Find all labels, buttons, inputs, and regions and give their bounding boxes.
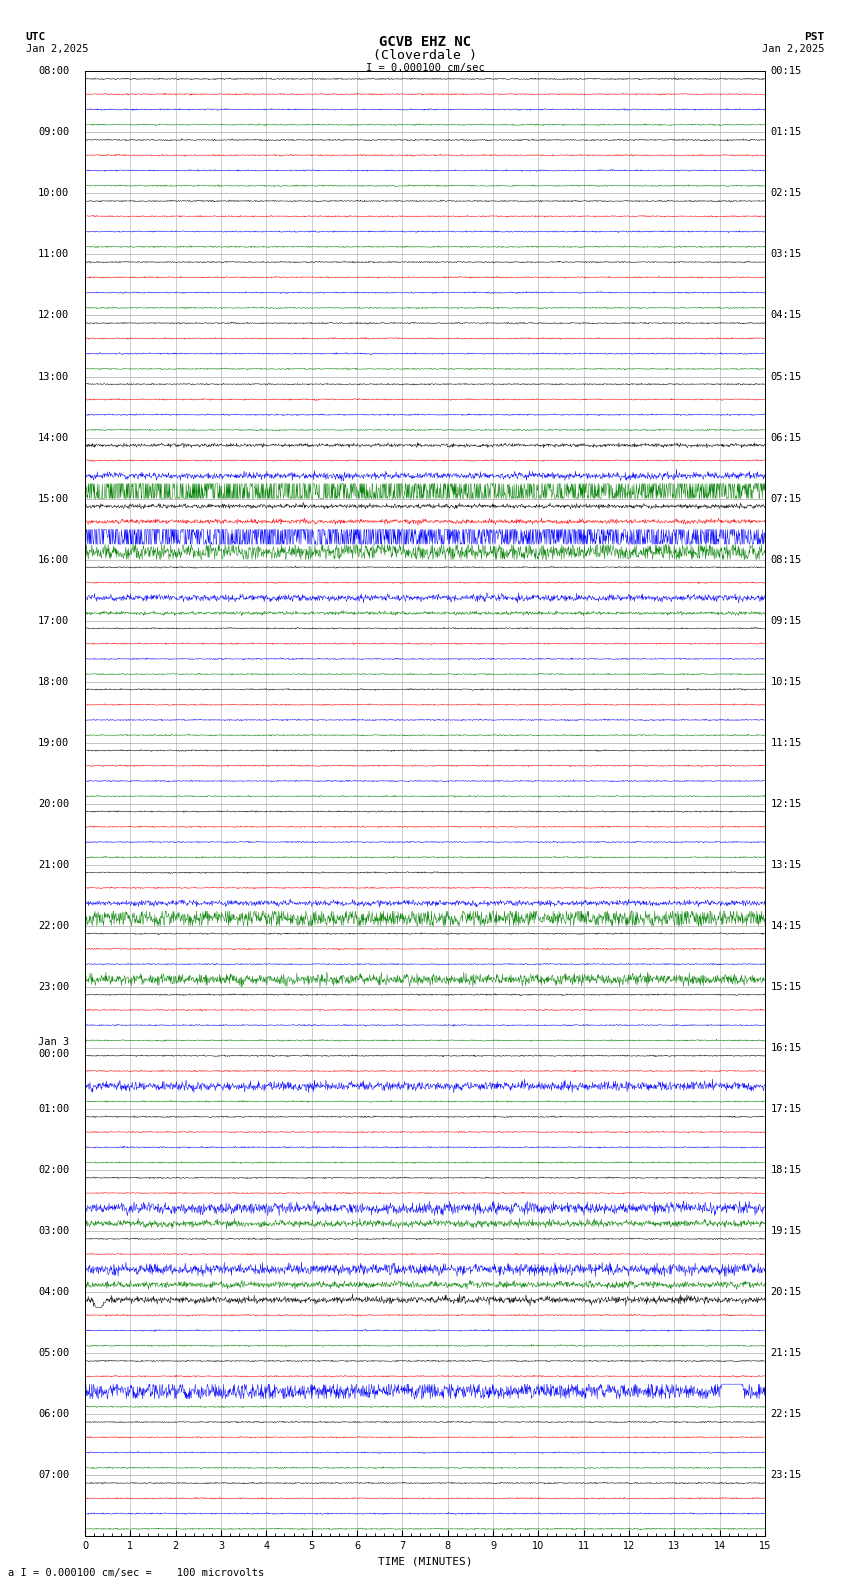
Text: 21:00: 21:00	[38, 860, 69, 870]
Text: 06:15: 06:15	[770, 432, 802, 442]
Text: 00:15: 00:15	[770, 67, 802, 76]
Text: 15:00: 15:00	[38, 494, 69, 504]
Text: 12:15: 12:15	[770, 798, 802, 809]
Text: 02:00: 02:00	[38, 1166, 69, 1175]
X-axis label: TIME (MINUTES): TIME (MINUTES)	[377, 1557, 473, 1567]
Text: Jan 2,2025: Jan 2,2025	[26, 44, 88, 54]
Text: 01:15: 01:15	[770, 127, 802, 138]
Text: 16:15: 16:15	[770, 1044, 802, 1053]
Text: 15:15: 15:15	[770, 982, 802, 992]
Text: Jan 3
00:00: Jan 3 00:00	[38, 1038, 69, 1058]
Text: 21:15: 21:15	[770, 1348, 802, 1359]
Text: 09:00: 09:00	[38, 127, 69, 138]
Text: 08:00: 08:00	[38, 67, 69, 76]
Text: Jan 2,2025: Jan 2,2025	[762, 44, 824, 54]
Text: (Cloverdale ): (Cloverdale )	[373, 49, 477, 62]
Text: 12:00: 12:00	[38, 310, 69, 320]
Text: 07:15: 07:15	[770, 494, 802, 504]
Text: 17:00: 17:00	[38, 616, 69, 626]
Text: 13:15: 13:15	[770, 860, 802, 870]
Text: 10:00: 10:00	[38, 188, 69, 198]
Text: 20:15: 20:15	[770, 1288, 802, 1297]
Text: I = 0.000100 cm/sec: I = 0.000100 cm/sec	[366, 63, 484, 73]
Text: 06:00: 06:00	[38, 1410, 69, 1419]
Text: 17:15: 17:15	[770, 1104, 802, 1114]
Text: 04:00: 04:00	[38, 1288, 69, 1297]
Text: 14:15: 14:15	[770, 920, 802, 931]
Text: 02:15: 02:15	[770, 188, 802, 198]
Text: GCVB EHZ NC: GCVB EHZ NC	[379, 35, 471, 49]
Text: 05:15: 05:15	[770, 372, 802, 382]
Text: 03:00: 03:00	[38, 1226, 69, 1236]
Text: 16:00: 16:00	[38, 554, 69, 564]
Text: 13:00: 13:00	[38, 372, 69, 382]
Text: UTC: UTC	[26, 32, 46, 41]
Text: PST: PST	[804, 32, 824, 41]
Text: 01:00: 01:00	[38, 1104, 69, 1114]
Text: a I = 0.000100 cm/sec =    100 microvolts: a I = 0.000100 cm/sec = 100 microvolts	[8, 1568, 264, 1578]
Text: 22:00: 22:00	[38, 920, 69, 931]
Text: 19:15: 19:15	[770, 1226, 802, 1236]
Text: 11:00: 11:00	[38, 249, 69, 260]
Text: 05:00: 05:00	[38, 1348, 69, 1359]
Text: 04:15: 04:15	[770, 310, 802, 320]
Text: 18:00: 18:00	[38, 676, 69, 687]
Text: 07:00: 07:00	[38, 1470, 69, 1481]
Text: 03:15: 03:15	[770, 249, 802, 260]
Text: 10:15: 10:15	[770, 676, 802, 687]
Text: 14:00: 14:00	[38, 432, 69, 442]
Text: 09:15: 09:15	[770, 616, 802, 626]
Text: 11:15: 11:15	[770, 738, 802, 748]
Text: 08:15: 08:15	[770, 554, 802, 564]
Text: 19:00: 19:00	[38, 738, 69, 748]
Text: 23:15: 23:15	[770, 1470, 802, 1481]
Text: 18:15: 18:15	[770, 1166, 802, 1175]
Text: 20:00: 20:00	[38, 798, 69, 809]
Text: 22:15: 22:15	[770, 1410, 802, 1419]
Text: 23:00: 23:00	[38, 982, 69, 992]
